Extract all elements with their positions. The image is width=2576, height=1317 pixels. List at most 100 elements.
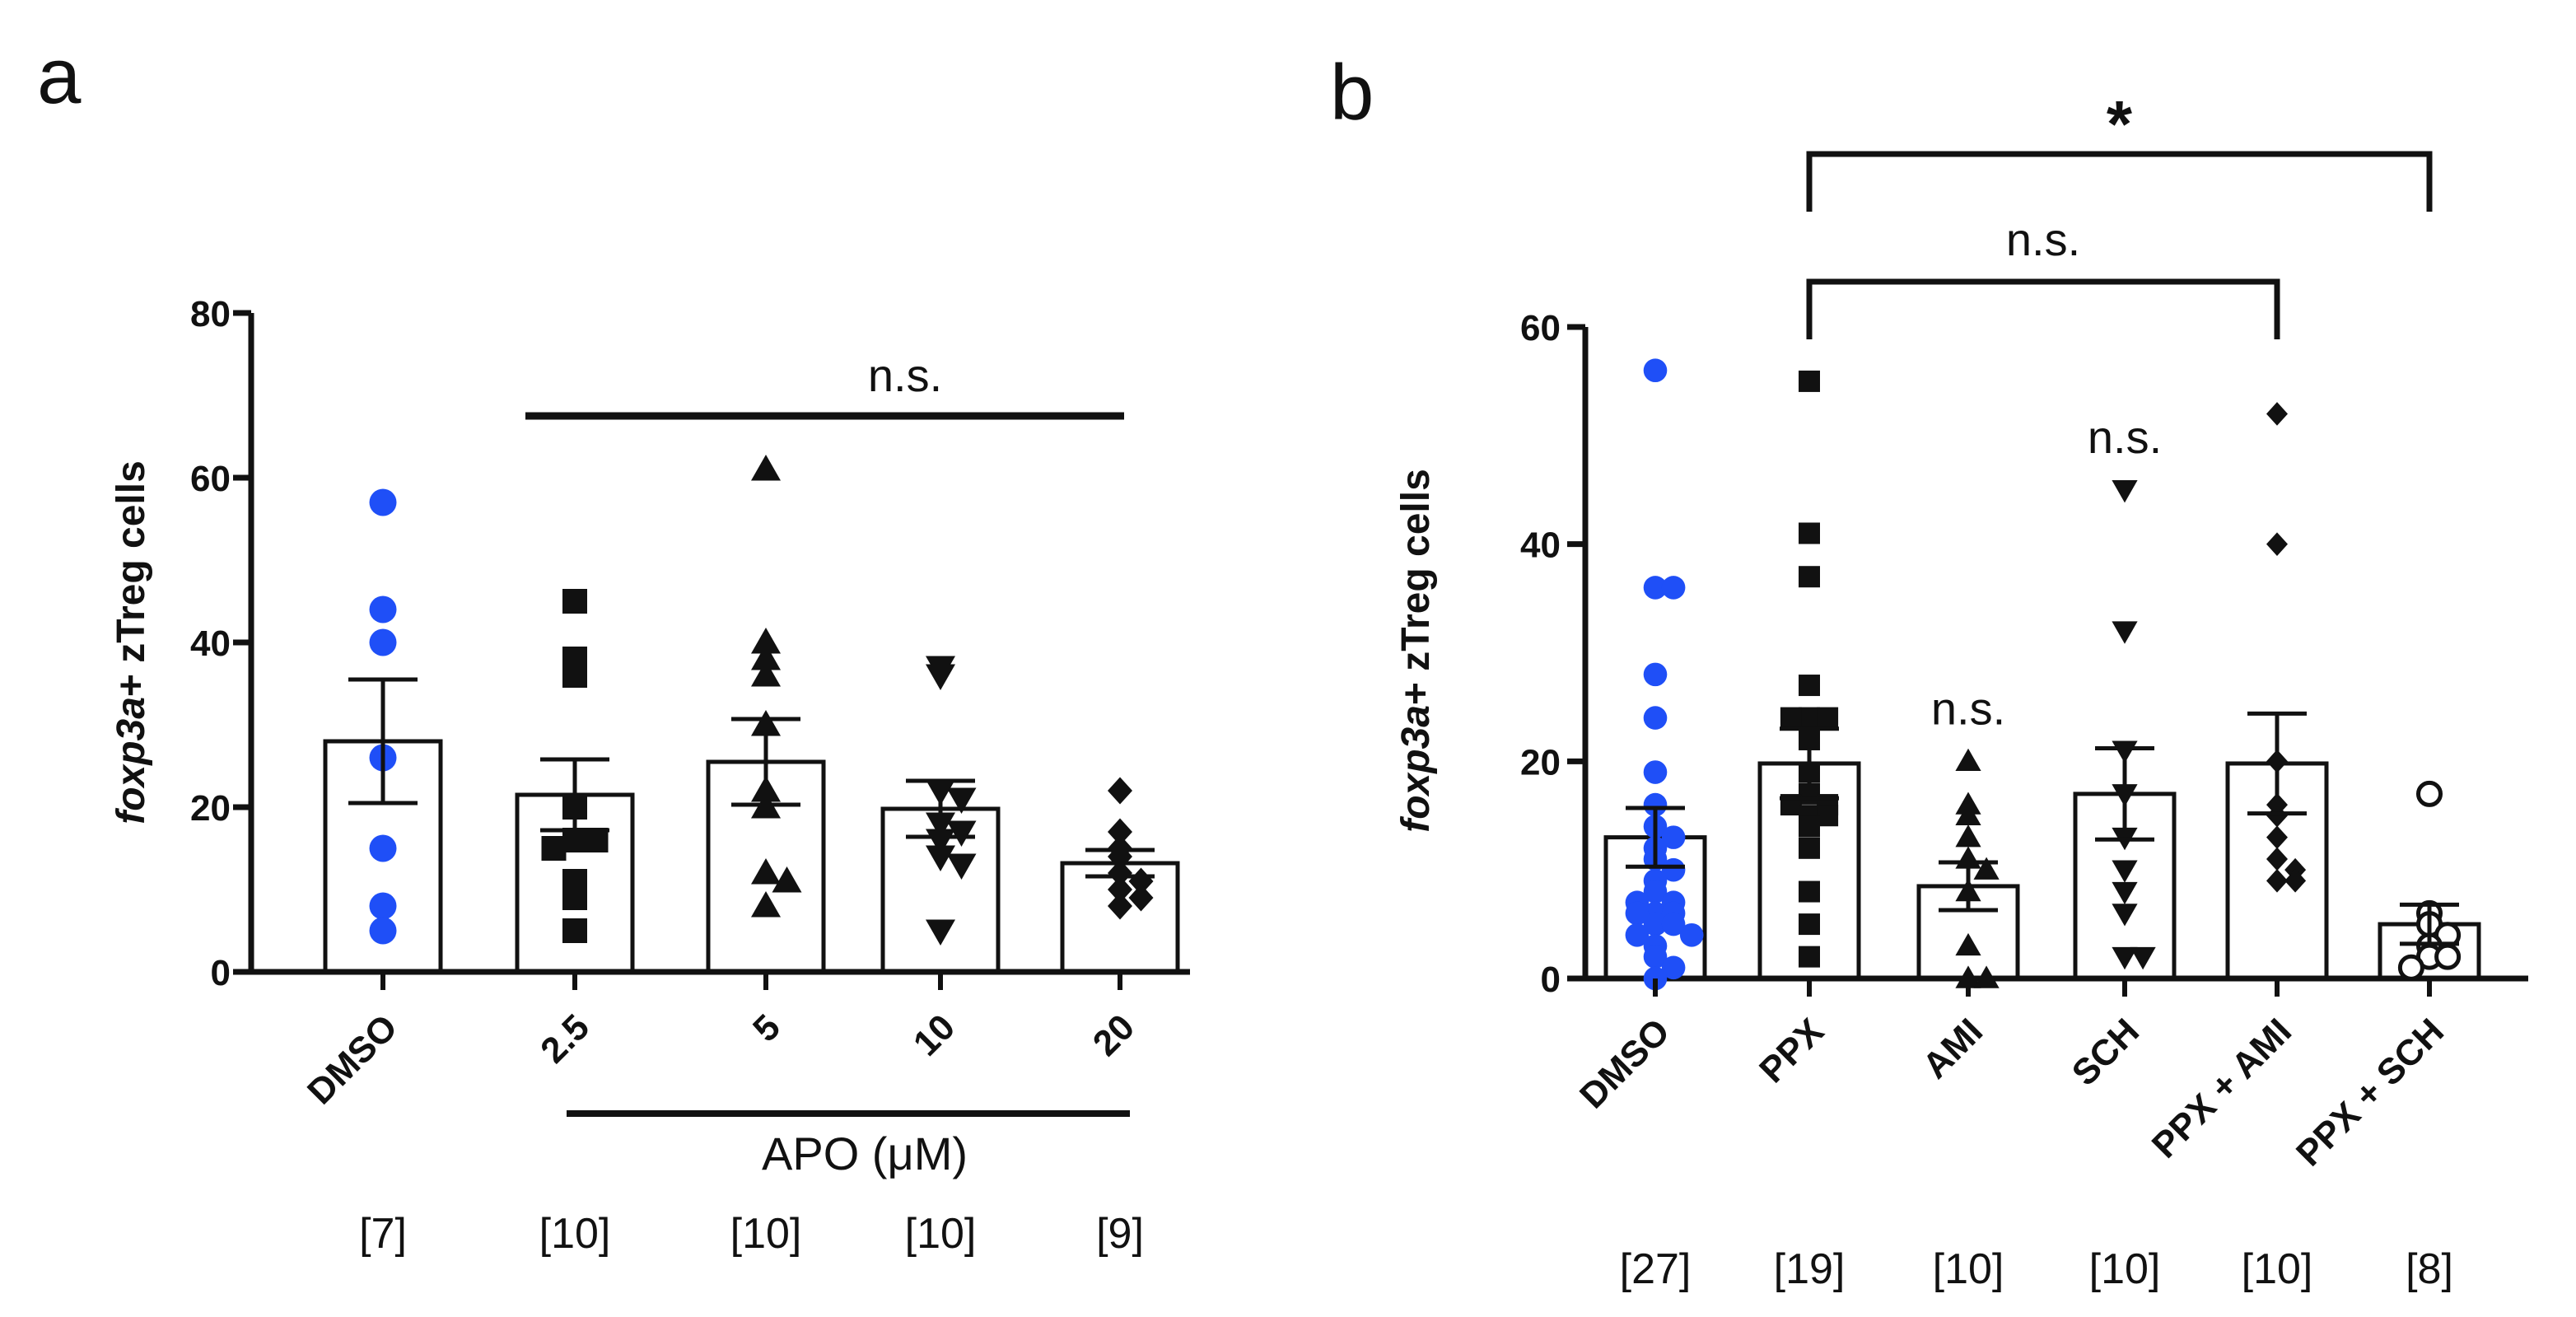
y-tick-label: 80	[190, 294, 231, 334]
group-label: APO (μM)	[762, 1128, 968, 1179]
data-point	[1661, 576, 1686, 600]
data-point	[1643, 576, 1668, 600]
data-point	[562, 589, 587, 614]
x-tick-label: DMSO	[1572, 1011, 1678, 1116]
data-point	[1108, 876, 1132, 904]
data-point	[1643, 945, 1668, 969]
data-point	[369, 834, 397, 862]
significance-bracket	[1806, 151, 2433, 212]
chart-panel-a: 0 20 40 60 80 foxp3a+ zTreg cells DMSO [7] 2.5 [1…	[110, 294, 1190, 1258]
data-point	[1661, 857, 1686, 882]
data-point	[2112, 904, 2138, 927]
data-point	[562, 918, 587, 943]
y-axis-label-italic: foxp3a	[1394, 705, 1438, 833]
data-point	[1799, 707, 1820, 729]
data-point	[926, 845, 955, 871]
data-point	[1661, 825, 1686, 849]
y-tick-label: 40	[1520, 525, 1561, 566]
data-point	[562, 885, 587, 910]
sample-size-label: [10]	[2242, 1245, 2313, 1293]
data-point	[946, 820, 977, 847]
data-point	[2266, 532, 2288, 556]
x-tick-label: SCH	[2065, 1011, 2147, 1093]
data-point	[2112, 621, 2138, 644]
data-point	[1817, 805, 1839, 827]
data-point	[1643, 760, 1668, 784]
x-tick-label: 2.5	[533, 1006, 597, 1071]
x-tick-label: AMI	[1915, 1011, 1990, 1086]
y-tick-label: 40	[190, 623, 231, 664]
sample-size-label: [10]	[1933, 1245, 2004, 1293]
y-axis-label: foxp3a+ zTreg cells	[1394, 469, 1438, 833]
data-point	[946, 853, 977, 880]
data-point	[1128, 884, 1154, 912]
data-point	[2112, 881, 2138, 905]
column-significance-label: n.s.	[2088, 411, 2162, 463]
data-point	[926, 664, 955, 690]
data-point	[369, 892, 397, 920]
data-point	[2266, 402, 2288, 426]
data-point	[1643, 880, 1668, 904]
data-point	[2434, 943, 2462, 970]
sample-size-label: [7]	[359, 1210, 407, 1258]
y-axis-label: foxp3a+ zTreg cells	[110, 460, 153, 824]
data-point	[562, 663, 587, 688]
sample-size-label: [10]	[730, 1210, 802, 1258]
data-point	[2112, 480, 2138, 503]
chart-panel-b: 0 20 40 60 foxp3a+ zTreg cells DMSO [27] PPX [19…	[1394, 87, 2528, 1293]
data-point	[1955, 965, 1981, 988]
data-point	[1799, 522, 1820, 544]
data-point	[2266, 869, 2288, 893]
data-point	[1799, 913, 1820, 936]
data-point	[2112, 860, 2138, 883]
data-point	[1799, 566, 1820, 588]
y-tick-label: 0	[1541, 960, 1561, 1000]
data-point	[1108, 892, 1132, 920]
y-tick-label: 60	[190, 459, 231, 499]
data-point	[2266, 847, 2288, 871]
data-point	[1643, 662, 1668, 687]
data-point	[1799, 370, 1820, 392]
x-tick-label: PPX + AMI	[2144, 1011, 2299, 1165]
y-axis-label-rest: + zTreg cells	[1394, 469, 1438, 705]
x-tick-label: PPX + SCH	[2289, 1011, 2452, 1174]
data-point	[1108, 777, 1132, 805]
data-point	[2266, 803, 2288, 828]
x-tick-label: PPX	[1752, 1011, 1832, 1090]
data-point	[369, 595, 397, 623]
x-tick-label: 5	[745, 1006, 788, 1049]
significance-label: n.s.	[868, 349, 942, 401]
sample-size-label: [9]	[1096, 1210, 1144, 1258]
data-point	[1955, 824, 1981, 848]
data-point	[946, 787, 977, 814]
sample-size-label: [10]	[905, 1210, 977, 1258]
x-tick-label: 20	[1085, 1006, 1142, 1063]
data-point	[369, 628, 397, 656]
x-tick-label: 10	[906, 1006, 963, 1063]
y-tick-label: 20	[190, 788, 231, 829]
data-point	[1625, 901, 1650, 926]
data-point	[2112, 946, 2138, 970]
data-point	[1625, 922, 1650, 947]
data-point	[1799, 880, 1820, 903]
data-point	[541, 836, 567, 861]
data-point	[751, 644, 781, 670]
data-point	[1108, 818, 1132, 846]
data-point	[926, 919, 955, 946]
data-point	[1955, 748, 1981, 772]
y-tick-label: 60	[1520, 308, 1561, 348]
data-point	[772, 866, 802, 893]
column-significance-label: n.s.	[1931, 682, 2005, 734]
data-point	[2397, 954, 2424, 981]
sample-size-label: [10]	[2089, 1245, 2161, 1293]
data-point	[751, 891, 781, 918]
sample-size-label: [27]	[1620, 1245, 1692, 1293]
data-point	[751, 661, 781, 687]
sample-size-label: [19]	[1774, 1245, 1846, 1293]
data-point	[1799, 815, 1820, 838]
data-point	[1955, 932, 1981, 956]
data-point	[1643, 706, 1668, 730]
data-point	[2266, 825, 2288, 849]
data-point	[1643, 912, 1668, 936]
data-point	[2284, 869, 2307, 893]
